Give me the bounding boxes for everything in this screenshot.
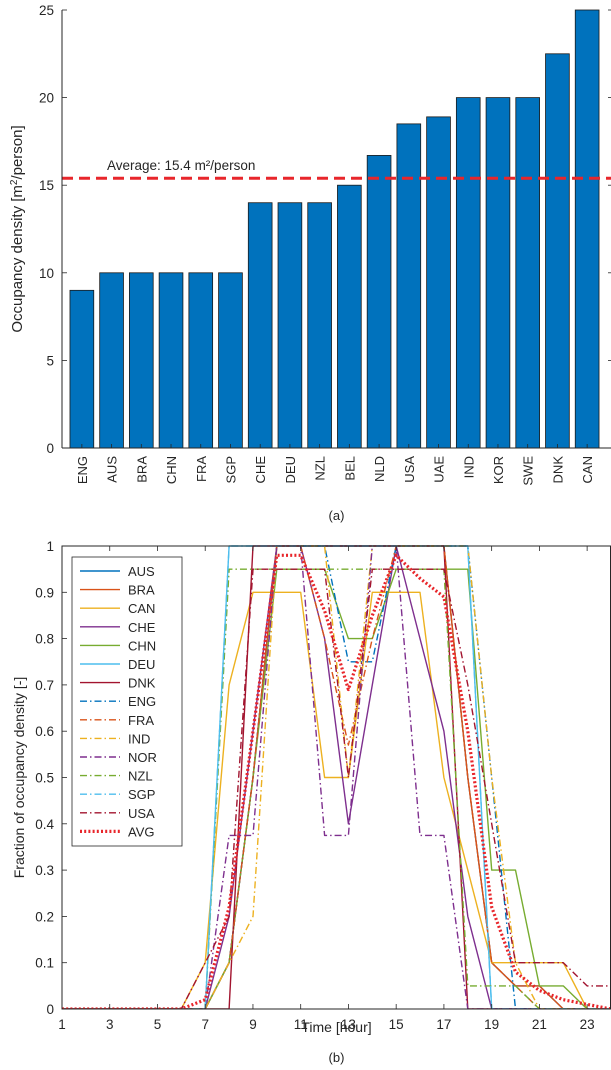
x-axis-label: Time [hour] [301, 1019, 371, 1035]
legend-entry-ind: IND [128, 731, 150, 746]
bar-chart-panel: ENG AUS BRA CHN FRA SGP CHE DEU NZL BEL NLD USA UAE I… [9, 3, 611, 523]
x-tick-label: DEU [283, 456, 298, 483]
bar-nld [366, 155, 392, 449]
x-tick-label: ENG [75, 456, 90, 484]
x-tick-label: 9 [249, 1017, 257, 1032]
panel-caption: (b) [329, 1050, 345, 1065]
panel-caption: (a) [329, 508, 345, 523]
y-tick-label: 20 [39, 91, 54, 106]
y-tick-label: 1 [46, 539, 54, 554]
y-tick-label: 0.6 [35, 724, 54, 739]
x-tick-label: 7 [201, 1017, 209, 1032]
bar-bra [129, 272, 154, 449]
x-tick-label: IND [461, 456, 476, 478]
x-tick-label: 1 [58, 1017, 66, 1032]
x-tick-label: SGP [223, 456, 238, 483]
x-tick-label: KOR [491, 456, 506, 484]
legend-entry-deu: DEU [128, 657, 155, 672]
y-tick-label: 0.5 [35, 771, 54, 786]
x-tick-label: 21 [532, 1017, 547, 1032]
bar-swe [515, 97, 540, 449]
legend-entry-fra: FRA [128, 713, 154, 728]
y-tick-label: 25 [39, 3, 54, 18]
x-tick-label: 5 [154, 1017, 162, 1032]
legend: AUS BRA CAN CHE CHN DEU DNK ENG FRA IND NOR NZL SGP U… [71, 556, 183, 847]
x-tick-label: NLD [372, 456, 387, 482]
bar-kor [485, 97, 511, 449]
x-tick-label: FRA [194, 456, 209, 482]
legend-entry-dnk: DNK [128, 676, 156, 691]
legend-entry-che: CHE [128, 620, 156, 635]
legend-entry-usa: USA [128, 806, 155, 821]
legend-entry-can: CAN [128, 601, 155, 616]
x-tick-label: CAN [580, 456, 595, 483]
bar-uae [426, 116, 451, 449]
x-tick-label: CHE [253, 456, 268, 484]
y-tick-label: 0.1 [35, 956, 54, 971]
y-tick-label: 0.8 [35, 632, 54, 647]
legend-entry-aus: AUS [128, 564, 155, 579]
bar-fra [188, 272, 214, 449]
x-tick-label: 3 [106, 1017, 114, 1032]
x-tick-label: UAE [432, 456, 447, 483]
x-tick-label: DNK [550, 456, 565, 484]
line-chart-panel: 1 3 5 7 9 11 13 15 17 19 21 2300.10.20.30.40.50.60.… [11, 539, 611, 1065]
x-tick-label: BEL [342, 456, 357, 481]
series-line-eng [62, 545, 611, 1009]
x-tick-label: 19 [484, 1017, 499, 1032]
y-tick-label: 0.3 [35, 863, 54, 878]
x-tick-label: USA [402, 456, 417, 483]
y-tick-label: 0.4 [35, 817, 54, 832]
series-line-che [62, 545, 611, 1009]
x-tick-label: CHN [164, 456, 179, 484]
y-tick-label: 15 [39, 178, 54, 193]
y-tick-label: 0.9 [35, 585, 54, 600]
y-tick-label: 5 [46, 353, 54, 368]
series-line-nor [62, 545, 611, 1009]
x-tick-label: 15 [389, 1017, 404, 1032]
legend-entry-avg: AVG [128, 824, 155, 839]
legend-box [71, 556, 183, 847]
x-tick-label: 13 [341, 1017, 356, 1032]
bar-deu [277, 202, 303, 449]
x-tick-label: 17 [436, 1017, 451, 1032]
bar-eng [69, 289, 95, 449]
series-line-usa [62, 568, 611, 1009]
legend-entry-sgp: SGP [128, 787, 155, 802]
bar-sgp [218, 272, 243, 449]
bar-nzl [307, 202, 332, 449]
y-axis-label: Fraction of occupancy density [-] [11, 677, 27, 879]
bar-chn [158, 272, 184, 449]
y-tick-label: 10 [39, 266, 54, 281]
legend-entry-nzl: NZL [128, 769, 153, 784]
bar-ind [455, 97, 481, 449]
bar-che [247, 202, 273, 449]
bar-dnk [545, 53, 570, 449]
x-tick-label: BRA [134, 456, 149, 483]
x-tick-label: SWE [521, 456, 536, 486]
legend-entry-nor: NOR [128, 750, 157, 765]
bar-can [574, 9, 600, 449]
y-axis-label: Occupancy density [m2/person] [9, 125, 27, 332]
legend-entry-eng: ENG [128, 694, 156, 709]
bar-usa [396, 123, 422, 449]
legend-entry-chn: CHN [128, 638, 156, 653]
x-tick-label: NZL [313, 456, 328, 481]
x-tick-label: AUS [105, 456, 120, 483]
y-tick-label: 0 [46, 1002, 54, 1017]
bar-bel [337, 184, 362, 449]
series-line-ind [62, 545, 611, 1009]
series-line-fra [62, 545, 611, 1009]
x-tick-label: 11 [294, 1017, 308, 1032]
average-label: Average: 15.4 m²/person [107, 158, 255, 173]
y-tick-label: 0.7 [35, 678, 54, 693]
x-tick-label: 23 [580, 1017, 595, 1032]
legend-entry-bra: BRA [128, 583, 155, 598]
bar-aus [99, 272, 124, 449]
y-tick-label: 0 [46, 441, 54, 456]
y-tick-label: 0.2 [35, 909, 54, 924]
